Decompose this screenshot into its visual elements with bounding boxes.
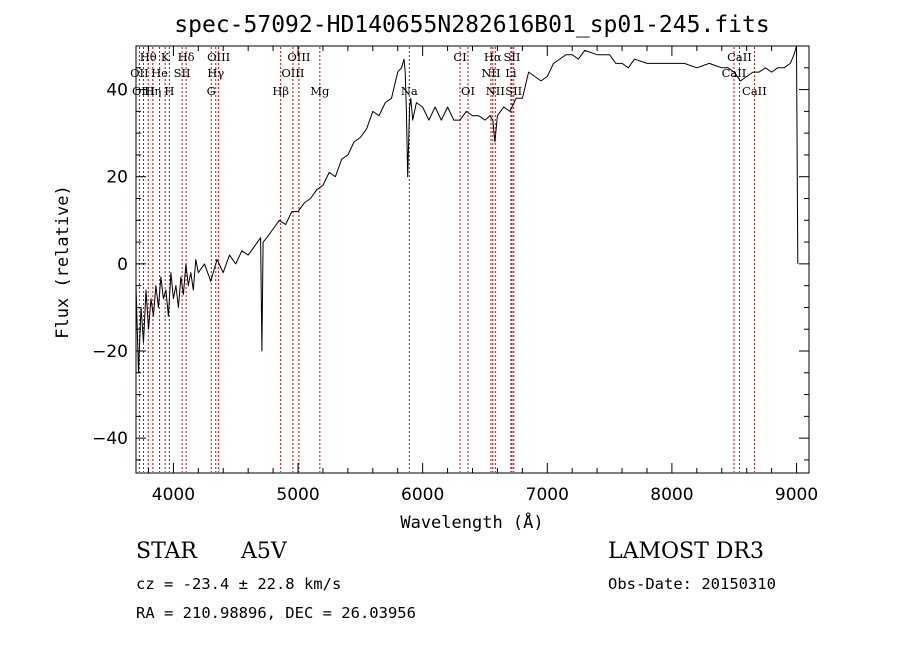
y-tick-label: −20 (92, 342, 128, 362)
x-tick-label: 6000 (401, 485, 444, 505)
spectral-line-label: SII (174, 66, 191, 80)
y-tick-label: 0 (117, 255, 128, 275)
spectral-line-label: CaII (727, 50, 752, 64)
y-axis-label: Flux (relative) (53, 185, 73, 339)
spectral-line-label: K (161, 50, 170, 64)
flux-series-line (135, 45, 799, 374)
spectral-line-label: Mg (310, 84, 330, 98)
spectral-line-label: CI (453, 50, 466, 64)
spectral-line-label: G (207, 84, 216, 98)
x-tick-label: 7000 (526, 485, 569, 505)
chart-title: spec-57092-HD140655N282616B01_sp01-245.f… (174, 12, 769, 38)
spectral-line-label: OIII (281, 66, 304, 80)
spectral-line-label: He (151, 66, 168, 80)
coordinates: RA = 210.98896, DEC = 26.03956 (136, 604, 416, 622)
x-tick-label: 5000 (276, 485, 319, 505)
x-axis-label: Wavelength (Å) (400, 511, 543, 533)
object-subclass: A5V (241, 539, 287, 564)
spectrum-series (135, 45, 799, 374)
spectral-line-label: OIII (132, 84, 155, 98)
spectral-line-label: OII (130, 66, 149, 80)
spectral-line-label: CaII (742, 84, 767, 98)
spectral-line-label: SII (504, 50, 521, 64)
spectral-line-label: SII (505, 84, 522, 98)
axis-ticks: 4000 5000 6000 7000 8000 9000 −40 −20 0 20 40 (92, 46, 818, 505)
spectral-line-label: Hθ (140, 50, 157, 64)
spectral-line-label: H (164, 84, 174, 98)
obs-date: Obs-Date: 20150310 (608, 575, 776, 593)
spectral-line-label: Li (505, 66, 517, 80)
redshift-readout: cz = -23.4 ± 22.8 km/s (136, 575, 342, 593)
spectral-line-label: Hβ (272, 84, 289, 98)
spectral-line-label: Hδ (178, 50, 195, 64)
spectral-line-markers (138, 47, 755, 472)
spectral-line-label: NII (486, 84, 505, 98)
spectral-line-label: Hα (484, 50, 502, 64)
y-tick-label: −40 (92, 429, 128, 449)
x-tick-label: 9000 (775, 485, 818, 505)
spectral-line-label: OIII (287, 50, 310, 64)
spectral-line-label: NII (481, 66, 500, 80)
x-tick-label: 8000 (650, 485, 693, 505)
spectral-line-label: Hη (144, 84, 161, 98)
spectral-line-label: CaII (722, 66, 747, 80)
y-tick-label: 40 (106, 81, 128, 101)
spectral-line-label: Hγ (207, 66, 224, 80)
y-tick-label: 20 (106, 168, 128, 188)
plot-frame (135, 45, 810, 474)
spectral-line-label: OI (461, 84, 475, 98)
spectral-line-label: Na (401, 84, 418, 98)
survey-name: LAMOST DR3 (608, 539, 764, 564)
object-class: STAR (136, 539, 197, 564)
spectral-line-label: OIII (207, 50, 230, 64)
x-tick-label: 4000 (152, 485, 195, 505)
